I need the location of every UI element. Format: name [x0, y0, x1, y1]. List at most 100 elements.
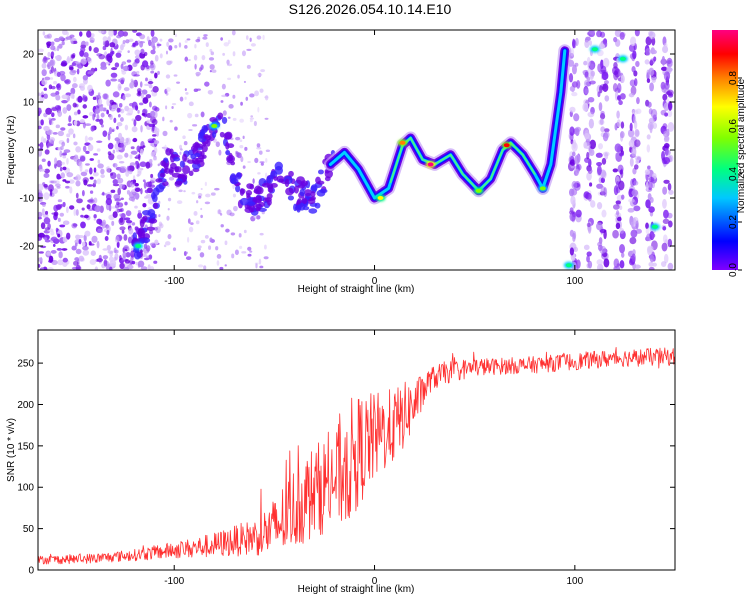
noise-blob	[60, 62, 67, 67]
noise-blob	[259, 161, 265, 164]
x-tick-label: 100	[566, 276, 583, 287]
noise-blob	[43, 173, 50, 178]
noise-blob	[616, 110, 620, 119]
noise-blob	[80, 44, 87, 49]
noise-blob	[634, 30, 640, 37]
noise-blob	[598, 43, 606, 50]
noise-blob	[254, 157, 259, 164]
noise-blob	[53, 204, 59, 212]
noise-blob	[596, 161, 603, 167]
noise-blob	[104, 40, 110, 48]
spectrogram-x-axis-title: Height of straight line (km)	[298, 284, 415, 295]
noise-blob	[134, 58, 140, 64]
noise-blob	[163, 244, 167, 248]
noise-blob	[82, 115, 89, 119]
ridge-blob	[188, 170, 194, 177]
noise-blob	[188, 226, 194, 233]
noise-blob	[55, 94, 61, 101]
noise-blob	[138, 102, 144, 106]
noise-blob	[150, 173, 154, 179]
noise-blob	[150, 177, 157, 183]
noise-blob	[171, 103, 177, 106]
noise-blob	[667, 262, 674, 270]
noise-blob	[597, 263, 604, 270]
noise-blob	[619, 230, 626, 240]
y-tick-label: 150	[17, 441, 34, 452]
noise-blob	[242, 165, 246, 169]
noise-blob	[68, 128, 74, 135]
noise-blob	[143, 243, 148, 249]
noise-blob	[253, 120, 257, 127]
noise-blob	[38, 147, 42, 155]
noise-blob	[188, 101, 194, 107]
noise-blob	[197, 193, 203, 197]
noise-blob	[71, 70, 77, 73]
noise-blob	[52, 243, 56, 247]
spectrogram-ridge-layer	[131, 44, 660, 269]
noise-blob	[68, 179, 75, 184]
ridge-blob	[182, 165, 191, 174]
noise-blob	[214, 187, 220, 191]
noise-blob	[124, 259, 130, 264]
noise-blob	[259, 88, 264, 93]
noise-blob	[629, 36, 637, 47]
noise-blob	[196, 200, 199, 204]
y-tick-label: -10	[20, 194, 35, 205]
noise-blob	[42, 203, 46, 207]
noise-blob	[210, 192, 216, 196]
noise-blob	[184, 40, 188, 43]
snr-x-axis-title: Height of straight line (km)	[298, 584, 415, 595]
noise-blob	[590, 70, 596, 77]
noise-blob	[113, 117, 117, 124]
noise-blob	[105, 54, 112, 62]
ridge-blob	[206, 138, 211, 147]
noise-blob	[64, 220, 68, 226]
hot-spot	[651, 224, 658, 229]
noise-blob	[142, 202, 147, 208]
ridge-blob	[284, 178, 290, 188]
noise-blob	[165, 87, 171, 92]
y-tick-label: 100	[17, 483, 34, 494]
noise-blob	[136, 174, 140, 177]
noise-blob	[57, 130, 64, 137]
noise-blob	[81, 241, 86, 247]
noise-blob	[183, 190, 186, 193]
noise-blob	[168, 176, 175, 181]
noise-blob	[120, 212, 126, 219]
ridge-blob	[245, 190, 253, 196]
noise-blob	[666, 89, 674, 96]
noise-blob	[647, 180, 653, 191]
noise-blob	[60, 74, 66, 82]
noise-blob	[262, 34, 265, 41]
noise-blob	[663, 156, 671, 165]
noise-blob	[60, 145, 64, 151]
noise-blob	[616, 181, 620, 187]
noise-blob	[249, 93, 255, 98]
noise-blob	[99, 118, 104, 125]
noise-blob	[667, 238, 673, 248]
noise-blob	[663, 253, 669, 264]
noise-blob	[632, 167, 637, 175]
noise-blob	[133, 74, 140, 77]
noise-blob	[264, 244, 267, 250]
noise-blob	[128, 227, 134, 235]
noise-blob	[664, 146, 669, 156]
noise-blob	[660, 261, 667, 267]
noise-blob	[82, 95, 88, 103]
noise-blob	[583, 141, 588, 149]
noise-blob	[44, 149, 50, 155]
ridge-blob	[142, 215, 148, 222]
noise-blob	[52, 188, 58, 195]
noise-blob	[93, 214, 97, 219]
noise-blob	[121, 229, 125, 234]
noise-blob	[603, 128, 610, 133]
noise-blob	[113, 247, 117, 254]
noise-blob	[38, 92, 41, 97]
noise-blob	[109, 103, 112, 111]
noise-blob	[241, 50, 246, 57]
noise-blob	[663, 179, 670, 184]
noise-blob	[78, 161, 83, 168]
noise-blob	[648, 31, 656, 40]
noise-blob	[123, 65, 129, 72]
